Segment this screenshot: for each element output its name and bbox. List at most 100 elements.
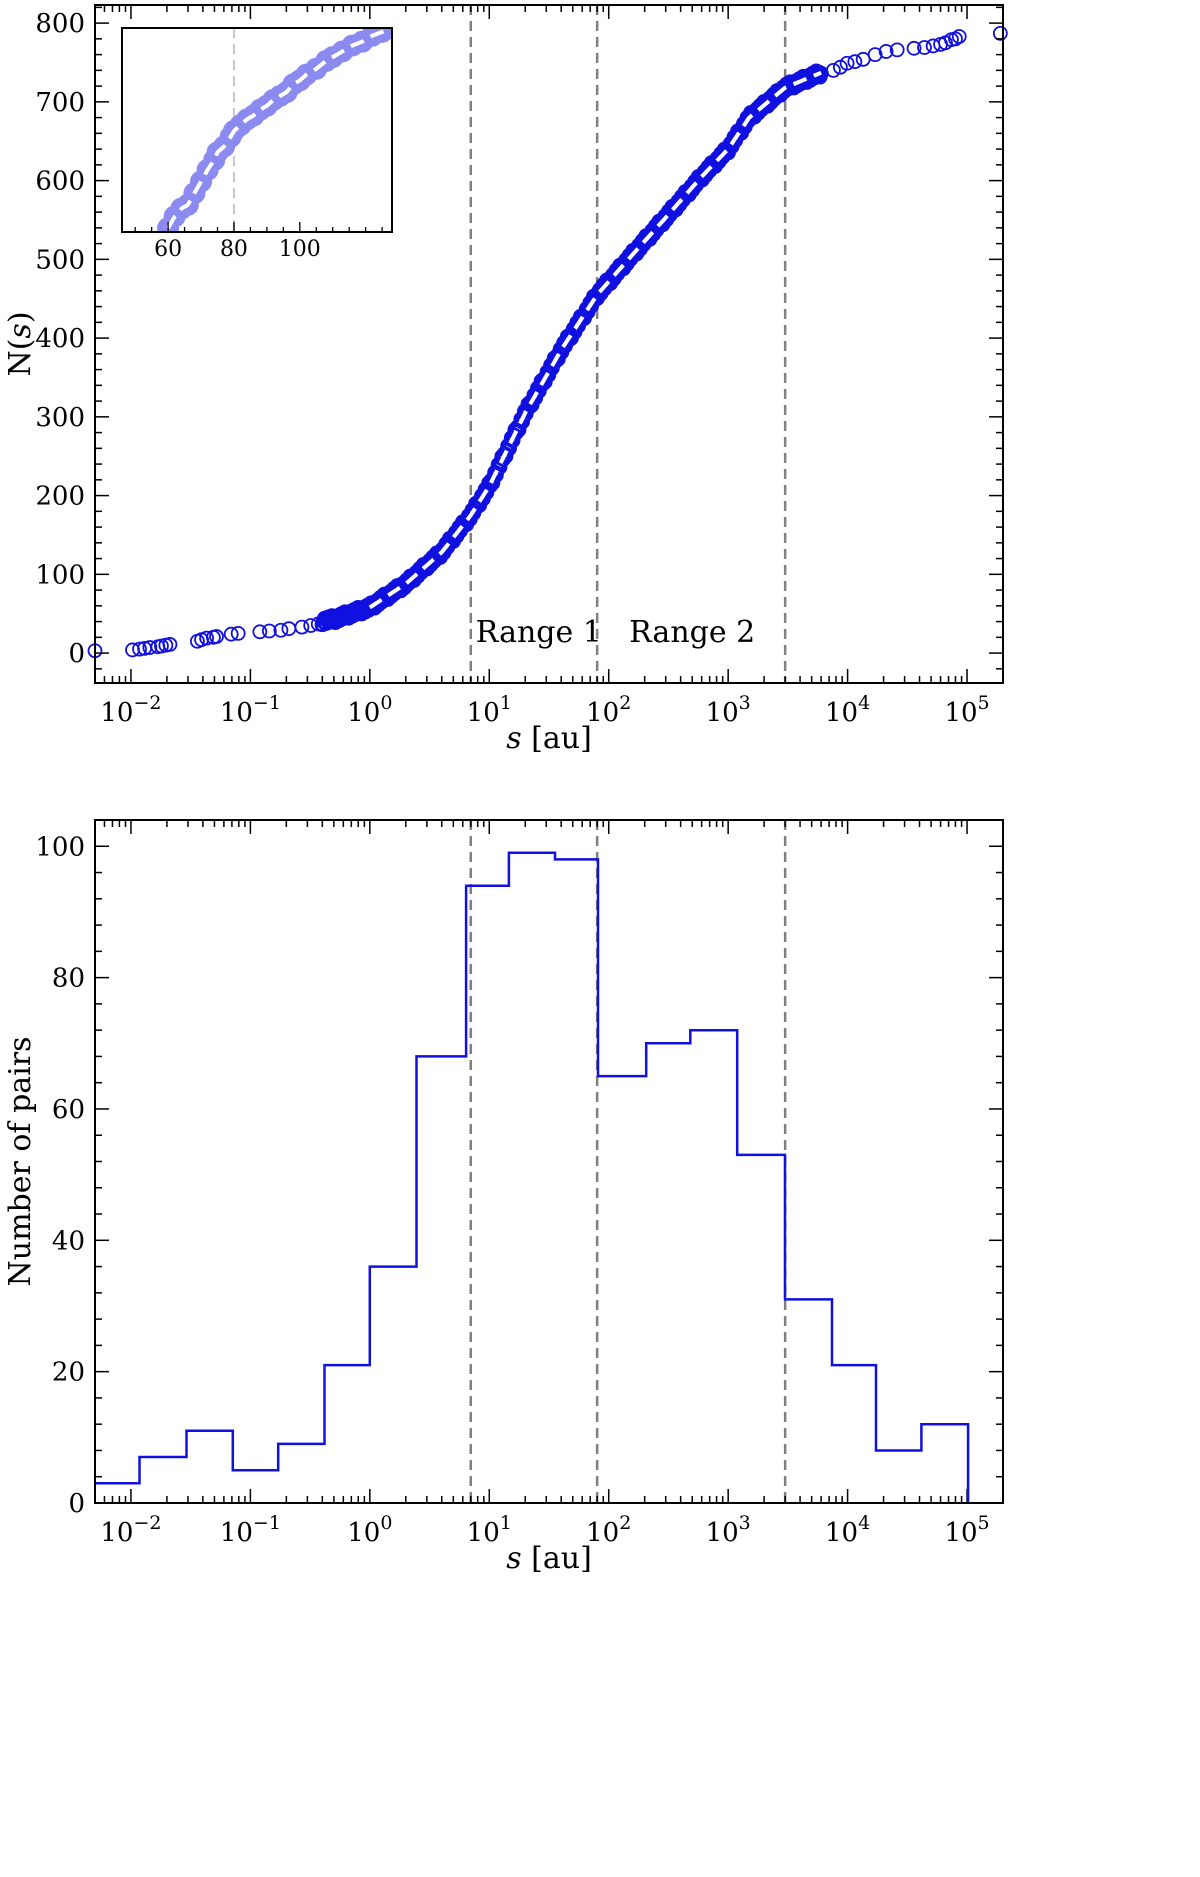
x-tick-label: 104 [825,1512,870,1548]
range-label: Range 2 [629,615,755,650]
x-tick-label: 100 [347,1512,392,1548]
minor-ticks [94,820,1004,1503]
y-tick-label: 500 [35,245,85,275]
y-tick-label: 100 [35,832,85,862]
x-tick-base: 10 [467,698,500,728]
x-tick-label: 101 [467,1512,512,1548]
histogram-bin [370,1267,417,1503]
x-tick-exponent: 0 [380,1512,392,1534]
x-tick-base: 10 [467,1518,500,1548]
x-tick-base: 10 [100,1518,133,1548]
inset-background [122,28,392,232]
x-tick-label: 10−1 [220,1512,281,1548]
x-tick-label: 101 [467,692,512,728]
y-tick-label: 200 [35,482,85,512]
data-point [230,625,246,641]
fit-curve [368,70,822,610]
y-tick-label: 600 [35,167,85,197]
x-tick-exponent: 3 [739,1512,751,1534]
data-point [992,25,1008,41]
y-tick-label: 0 [68,1489,85,1519]
x-tick-label: 100 [347,692,392,728]
x-tick-base: 10 [220,698,253,728]
x-tick-exponent: −2 [133,1512,161,1534]
x-axis-label-unit: [au] [522,721,592,756]
x-tick-base: 10 [347,698,380,728]
data-point [906,40,922,56]
x-tick-exponent: 3 [739,692,751,714]
minor-ticks [94,5,1004,683]
histogram-bin [876,1450,921,1503]
x-tick-label: 105 [944,1512,989,1548]
data-point [889,42,905,58]
x-axis-ticks: 10−2 10−1 100 101 102 103 104 105 [100,692,989,728]
x-tick-label: 102 [586,692,631,728]
x-tick-label: 10−1 [220,692,281,728]
histogram-bin [233,1470,278,1503]
x-tick-base: 10 [825,1518,858,1548]
histogram-bin [466,886,509,1503]
x-tick-exponent: 4 [858,1512,870,1534]
y-tick-label: 40 [52,1226,85,1256]
x-tick-base: 10 [586,698,619,728]
x-axis-label-var: s [506,1541,521,1576]
x-tick-base: 10 [586,1518,619,1548]
data-point [261,623,277,639]
histogram-bin [187,1431,233,1503]
x-axis-label-unit: [au] [522,1541,592,1576]
x-tick-exponent: 1 [500,692,512,714]
x-axis-label-var: s [506,721,521,756]
data-point [917,40,932,55]
x-tick-exponent: 0 [380,692,392,714]
histogram-bin [324,1365,369,1503]
inset-x-tick-label: 100 [279,237,321,262]
y-tick-label: 100 [35,560,85,590]
data-point [162,637,178,652]
y-tick-label: 60 [52,1095,85,1125]
x-tick-label: 10−2 [100,1512,161,1548]
x-tick-exponent: 1 [500,1512,512,1534]
data-point [199,630,215,646]
histogram-bin [278,1444,324,1503]
data-point [855,51,871,67]
x-tick-exponent: 2 [619,1512,631,1534]
inset-data-point [381,28,392,39]
y-tick-label: 20 [52,1358,85,1388]
x-tick-label: 105 [944,692,989,728]
data-point [878,44,894,59]
inset-frame [121,27,393,233]
data-point [223,626,239,642]
histogram-bin [785,1299,832,1503]
range-boundary-lines [469,5,787,683]
histogram-bin [140,1457,187,1503]
x-tick-exponent: 2 [619,692,631,714]
x-axis-label: s [au] [506,721,592,756]
histogram-bin [921,1424,968,1503]
data-point [948,31,963,47]
x-tick-base: 10 [706,1518,739,1548]
x-tick-base: 10 [347,1518,380,1548]
x-tick-exponent: 4 [858,692,870,714]
y-axis-label-prefix: N( [3,339,38,377]
inset-x-ticks: 60 80 100 [134,222,383,262]
x-tick-exponent: 5 [978,1512,990,1534]
x-tick-base: 10 [100,698,133,728]
inset-x-tick-label: 80 [220,237,248,262]
x-tick-exponent: −1 [253,1512,281,1534]
y-tick-label: 400 [35,324,85,354]
x-tick-label: 104 [825,692,870,728]
plot-frame [94,4,1004,684]
x-tick-base: 10 [825,698,858,728]
x-tick-label: 10−2 [100,692,161,728]
y-axis-label-suffix: ) [3,311,38,323]
data-point [294,619,310,635]
range-annotations: Range 1 Range 2 [476,615,755,650]
histogram-bin [95,1483,140,1503]
y-tick-label: 700 [35,88,85,118]
inset-zoom: 60 80 100 [121,27,393,262]
y-axis-ticks: 0 20 40 60 80 100 [35,819,1003,1519]
y-tick-label: 300 [35,403,85,433]
x-tick-label: 103 [706,692,751,728]
